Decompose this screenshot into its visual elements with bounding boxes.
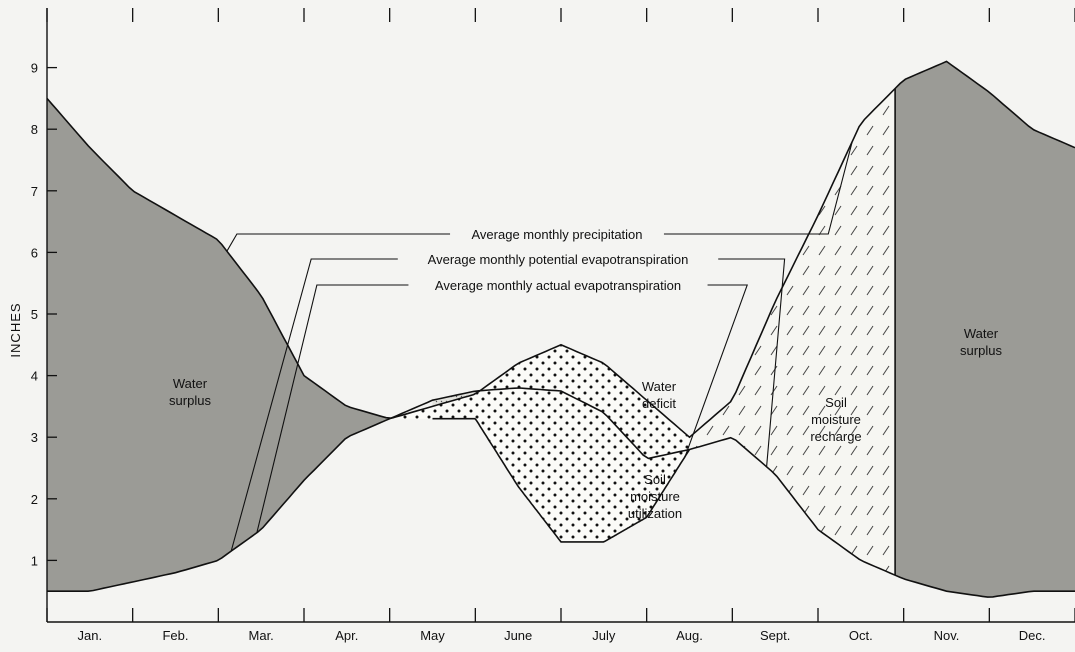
x-tick-label-sept: Sept.	[760, 628, 790, 643]
actual-evapotranspiration-line	[432, 417, 691, 543]
water-surplus-right-label-line: surplus	[960, 343, 1002, 358]
water-surplus-right-label-line: Water	[964, 326, 999, 341]
water-surplus-right-label: Water surplus	[960, 326, 1002, 358]
potential-evapotranspiration-line	[47, 387, 1075, 598]
water-surplus-left-label-line: surplus	[169, 393, 211, 408]
soil-moisture-recharge-label-line: recharge	[810, 429, 861, 444]
water-surplus-left-label-line: Water	[173, 376, 208, 391]
y-tick-label: 8	[31, 122, 38, 137]
x-tick-label-june: June	[504, 628, 532, 643]
text-layer: Water surplus Water surplus Water deficit Soil…	[169, 326, 1002, 521]
soil-moisture-utilization-label: Soil moisture utilization	[628, 472, 682, 521]
y-tick-label: 2	[31, 492, 38, 507]
actual-evapotranspiration-callout-label: Average monthly actual evapotranspiratio…	[435, 278, 681, 293]
x-tick-label-apr: Apr.	[335, 628, 358, 643]
y-tick-label: 3	[31, 430, 38, 445]
water-deficit-label-line: deficit	[642, 396, 676, 411]
fill-layer	[47, 61, 1075, 598]
y-tick-label: 4	[31, 369, 38, 384]
water-surplus-right-area	[895, 61, 1075, 598]
y-tick-label: 9	[31, 61, 38, 76]
soil-moisture-recharge-label-line: Soil	[825, 395, 847, 410]
x-tick-label-may: May	[420, 628, 445, 643]
y-tick-label: 7	[31, 184, 38, 199]
frame-layer: 1 2 3 4 5 6 7 8 9 Jan. Feb. Mar. Apr. May June July Aug.…	[31, 8, 1075, 643]
x-tick-label-oct: Oct.	[849, 628, 873, 643]
x-tick-label-dec: Dec.	[1019, 628, 1046, 643]
water-deficit-label-line: Water	[642, 379, 677, 394]
precipitation-line	[46, 60, 1075, 439]
potential-evapotranspiration-callout-label: Average monthly potential evapotranspira…	[428, 252, 689, 267]
y-axis-label: INCHES	[8, 302, 23, 357]
water-surplus-left-area	[47, 98, 390, 592]
x-tick-label-aug: Aug.	[676, 628, 703, 643]
x-tick-label-mar: Mar.	[249, 628, 274, 643]
y-tick-label: 1	[31, 553, 38, 568]
soil-moisture-recharge-area	[689, 88, 896, 576]
precipitation-callout-leader-left	[226, 233, 451, 252]
soil-moisture-utilization-area	[389, 345, 690, 542]
precipitation-callout-leader-right	[663, 141, 853, 235]
soil-moisture-utilization-label-line: utilization	[628, 506, 682, 521]
y-tick-label: 5	[31, 307, 38, 322]
soil-moisture-recharge-label-line: moisture	[811, 412, 861, 427]
potential-evapotranspiration-callout-leader-right	[718, 258, 786, 467]
x-tick-label-jan: Jan.	[78, 628, 103, 643]
y-tick-label: 6	[31, 245, 38, 260]
potential-evapotranspiration-callout-leader-left	[230, 258, 398, 552]
soil-moisture-recharge-label: Soil moisture recharge	[810, 395, 861, 444]
water-deficit-label: Water deficit	[642, 379, 677, 411]
x-tick-label-july: July	[592, 628, 616, 643]
actual-evapotranspiration-callout-leader-left	[256, 284, 409, 533]
actual-evapotranspiration-callout-leader-right	[684, 284, 749, 457]
x-tick-label-feb: Feb.	[162, 628, 188, 643]
soil-moisture-utilization-label-line: Soil	[644, 472, 666, 487]
precipitation-callout-label: Average monthly precipitation	[471, 227, 642, 242]
lines-layer	[46, 60, 1075, 598]
x-tick-label-nov: Nov.	[934, 628, 960, 643]
water-surplus-left-label: Water surplus	[169, 376, 211, 408]
soil-moisture-utilization-label-line: moisture	[630, 489, 680, 504]
callouts-layer: Average monthly precipitation Average mon…	[226, 141, 853, 552]
